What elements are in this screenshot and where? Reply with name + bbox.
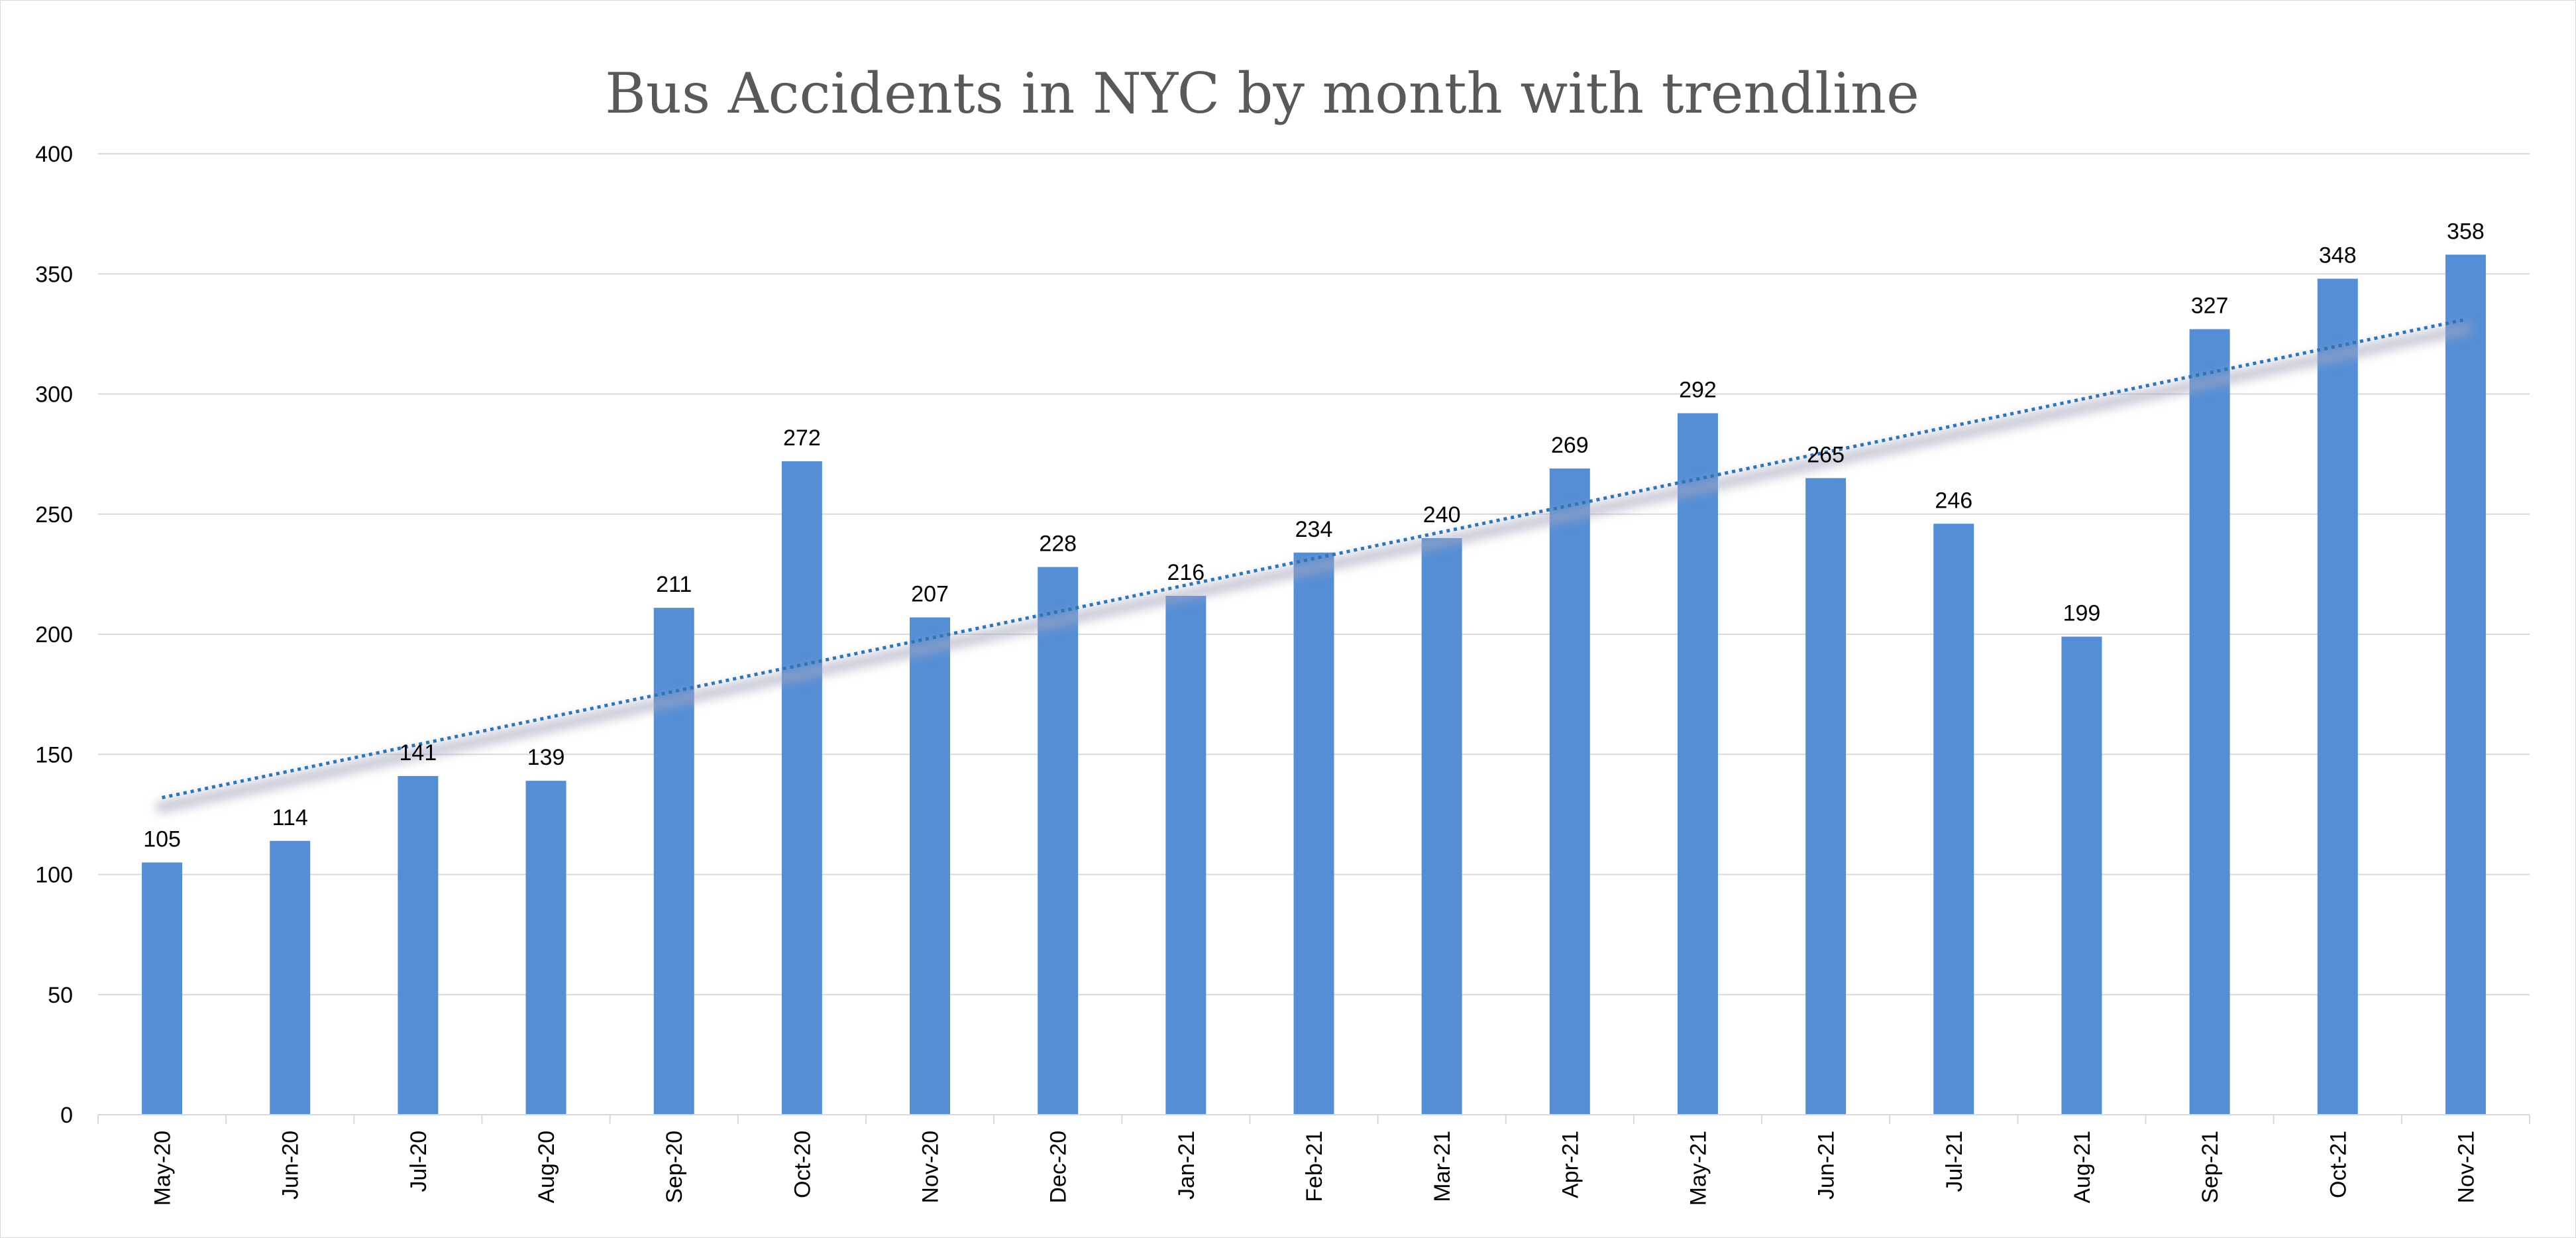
data-label: 228	[1039, 532, 1077, 557]
y-tick-label: 350	[35, 262, 73, 287]
x-tick-label: May-21	[1686, 1131, 1711, 1206]
x-tick-label: Jul-21	[1942, 1131, 1967, 1192]
x-tick-label: Nov-20	[918, 1131, 943, 1204]
bar	[1165, 596, 1207, 1115]
data-label: 348	[2319, 243, 2357, 268]
x-tick-label: Oct-20	[790, 1131, 815, 1198]
data-label: 327	[2191, 294, 2229, 319]
y-tick-label: 150	[35, 742, 73, 767]
data-label: 272	[783, 425, 821, 451]
y-tick-label: 250	[35, 502, 73, 528]
bar	[1293, 552, 1334, 1115]
data-label: 246	[1935, 488, 1972, 513]
bar	[2445, 254, 2486, 1115]
bar	[398, 775, 439, 1115]
y-tick-label: 400	[35, 142, 73, 167]
bar	[2189, 329, 2230, 1115]
x-tick-label: Mar-21	[1430, 1131, 1455, 1202]
y-tick-label: 0	[60, 1103, 73, 1128]
x-tick-label: Aug-20	[534, 1131, 559, 1204]
bar	[2061, 636, 2102, 1115]
data-label: 269	[1551, 433, 1589, 458]
x-tick-label: Oct-21	[2326, 1131, 2351, 1198]
x-tick-label: Nov-21	[2453, 1131, 2479, 1204]
bars	[142, 254, 2486, 1115]
y-axis: 0 50 100 150 200 250 300 350 400	[35, 142, 73, 1128]
y-tick-label: 100	[35, 863, 73, 888]
bar	[1038, 567, 1079, 1115]
x-tick-label: Sep-21	[2198, 1131, 2223, 1204]
data-label: 216	[1167, 560, 1205, 585]
data-labels: 105 114 141 139 211 272 207 228 216 234 240 269 292 2…	[143, 219, 2485, 852]
x-tick-label: May-20	[150, 1131, 176, 1206]
x-tick-label: Sep-20	[662, 1131, 687, 1204]
bar	[525, 781, 566, 1115]
y-tick-label: 50	[48, 983, 73, 1008]
trendline-shadow	[155, 322, 2473, 814]
x-tick-label: Aug-21	[2070, 1131, 2095, 1204]
data-label: 141	[400, 740, 437, 765]
data-label: 207	[911, 582, 949, 607]
data-label: 358	[2447, 219, 2485, 244]
data-label: 234	[1295, 517, 1333, 542]
data-label: 114	[272, 805, 308, 830]
x-tick-label: Dec-20	[1046, 1131, 1071, 1204]
bar	[1421, 538, 1462, 1115]
data-label: 240	[1423, 502, 1461, 528]
bar	[781, 461, 822, 1115]
bar	[142, 862, 183, 1115]
x-tick-label: Jun-21	[1814, 1131, 1839, 1200]
x-tick-label: Feb-21	[1302, 1131, 1327, 1202]
bar	[910, 617, 951, 1115]
x-axis: May-20 Jun-20 Jul-20 Aug-20 Sep-20 Oct-20 Nov-…	[97, 1114, 2530, 1206]
bar	[653, 608, 694, 1115]
bar	[1677, 413, 1718, 1115]
data-label: 292	[1679, 378, 1717, 403]
x-tick-label: Jan-21	[1174, 1131, 1199, 1200]
data-label: 139	[527, 745, 565, 770]
chart-title: Bus Accidents in NYC by month with trend…	[605, 61, 1919, 126]
bar	[270, 840, 311, 1115]
data-label: 199	[2063, 601, 2101, 626]
bar	[2317, 278, 2358, 1115]
data-label: 211	[656, 572, 692, 597]
bar	[1933, 524, 1974, 1115]
y-tick-label: 300	[35, 382, 73, 408]
data-label: 265	[1807, 442, 1845, 467]
x-tick-label: Apr-21	[1558, 1131, 1583, 1198]
bar	[1805, 478, 1847, 1115]
bar	[1549, 468, 1590, 1115]
x-tick-label: Jun-20	[278, 1131, 303, 1200]
trendline	[155, 317, 2473, 814]
trendline-line	[162, 317, 2466, 799]
x-tick-label: Jul-20	[406, 1131, 431, 1192]
data-label: 105	[143, 826, 181, 852]
y-tick-label: 200	[35, 622, 73, 647]
